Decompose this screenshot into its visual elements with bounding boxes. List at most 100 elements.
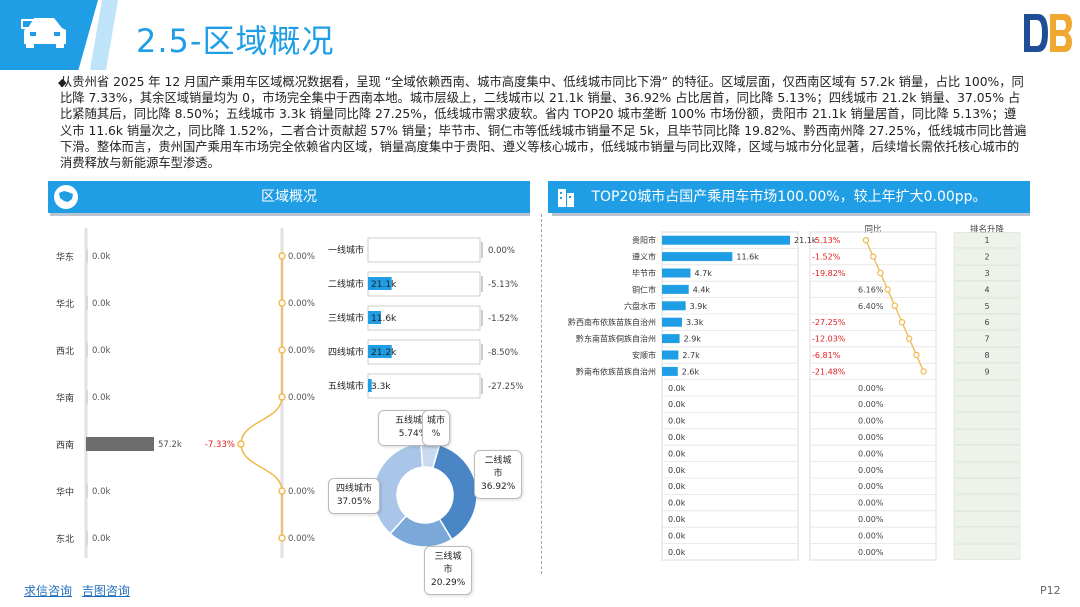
region-value-label: 0.0k xyxy=(92,393,111,403)
city-growth-label: 6.16% xyxy=(858,285,884,294)
region-growth-line-chart: 0.00% 0.00% 0.00% 0.00% -7.33% 0.00% 0.00% xyxy=(205,228,315,558)
city-growth-label: 0.00% xyxy=(858,531,884,540)
header-stripe xyxy=(90,0,118,70)
region-value-label: 0.0k xyxy=(92,299,111,309)
page-title: 2.5-区域概况 xyxy=(136,22,335,60)
city-bar xyxy=(662,252,733,262)
footer-link-1[interactable]: 求信咨询 xyxy=(24,584,73,598)
section-divider xyxy=(541,214,542,574)
rank-label: 1 xyxy=(984,236,989,245)
tier-bar xyxy=(368,379,372,392)
rank-cell xyxy=(953,281,1021,298)
region-bar xyxy=(86,296,88,310)
region-bar xyxy=(86,390,88,404)
right-section-title: TOP20城市占国产乘用车市场100.00%，较上年扩大0.00pp。 xyxy=(591,189,987,205)
tier-bar-frame xyxy=(367,373,481,399)
city-category-label: 黔东南苗族侗族自治州 xyxy=(576,334,656,344)
right-section-header: TOP20城市占国产乘用车市场100.00%，较上年扩大0.00pp。 xyxy=(548,181,1030,213)
city-value-label: 3.9k xyxy=(690,302,708,311)
rank-cell xyxy=(953,347,1021,364)
rank-change-point xyxy=(913,351,920,359)
city-value-label: 0.0k xyxy=(668,515,686,524)
region-growth-label: -7.33% xyxy=(205,440,235,450)
region-growth-label: 0.00% xyxy=(288,393,315,403)
rank-cell xyxy=(953,527,1021,544)
tier-bar xyxy=(368,277,392,290)
region-category-label: 华东 xyxy=(56,251,74,263)
rank-change-point xyxy=(877,269,884,277)
region-value-label: 0.0k xyxy=(92,487,111,497)
rank-cell xyxy=(953,314,1021,331)
rank-change-point xyxy=(862,237,870,244)
rank-change-point xyxy=(920,368,927,375)
rank-label: 2 xyxy=(984,253,989,262)
city-tier-bar-chart: 一线城市 0.00% 二线城市 21.1k -5.13% 三线城市 11.6k -1.52% 四… xyxy=(328,237,523,399)
growth-column-header: 同比 xyxy=(864,224,881,235)
rank-cell xyxy=(953,494,1021,511)
region-growth-label: 0.00% xyxy=(288,487,315,497)
city-value-label: 0.0k xyxy=(668,417,686,426)
region-growth-label: 0.00% xyxy=(288,252,315,262)
rank-cell xyxy=(953,297,1021,314)
city-category-label: 毕节市 xyxy=(632,268,656,278)
summary-text: 从贵州省 2025 年 12 月国产乘用车区域概况数据看，呈现 “全域依赖西南、… xyxy=(60,75,1027,171)
city-growth-label: -5.13% xyxy=(812,236,841,245)
city-growth-label: -12.03% xyxy=(812,335,846,344)
city-category-label: 六盘水市 xyxy=(624,301,656,311)
tier-bar xyxy=(368,311,381,324)
rank-cell xyxy=(953,330,1021,347)
rank-cell xyxy=(953,412,1021,429)
rank-cell xyxy=(953,445,1021,462)
city-growth-label: -21.48% xyxy=(812,367,846,376)
rank-cell xyxy=(953,478,1021,495)
city-value-label: 0.0k xyxy=(668,531,686,540)
brand-logo xyxy=(1024,14,1072,52)
donut-label-2nd: 二线城市 36.92% xyxy=(474,450,522,499)
city-bar xyxy=(662,235,790,245)
city-value-label: 0.0k xyxy=(668,482,686,491)
city-bar xyxy=(662,334,680,344)
region-category-label: 华中 xyxy=(56,486,74,498)
footer-link-2[interactable]: 吉图咨询 xyxy=(81,584,130,598)
region-value-label: 0.0k xyxy=(92,252,111,262)
city-value-label: 0.0k xyxy=(668,433,686,442)
bullet-icon: ◆ xyxy=(58,76,67,89)
rank-label: 6 xyxy=(984,318,989,327)
city-bar xyxy=(662,350,679,360)
city-growth-label: 0.00% xyxy=(858,482,884,491)
rank-change-point xyxy=(884,286,891,293)
city-value-label: 0.0k xyxy=(668,449,686,458)
city-value-label: 2.7k xyxy=(682,351,700,360)
city-value-label: 21.1k xyxy=(794,236,817,245)
rank-cell xyxy=(953,396,1021,413)
region-category-label: 华南 xyxy=(56,392,74,404)
rank-cell xyxy=(953,543,1021,560)
tier-growth-label: 0.00% xyxy=(488,246,515,256)
region-growth-point xyxy=(237,440,245,448)
rank-label: 7 xyxy=(984,335,989,344)
rank-cell xyxy=(953,379,1021,396)
city-bar xyxy=(662,284,689,294)
city-growth-label: 0.00% xyxy=(858,466,884,475)
city-value-label: 2.9k xyxy=(684,335,702,344)
region-growth-point xyxy=(278,252,286,260)
city-growth-label: 0.00% xyxy=(858,515,884,524)
city-value-label: 0.0k xyxy=(668,548,686,557)
region-category-label: 西北 xyxy=(56,346,74,357)
region-growth-label: 0.00% xyxy=(288,299,315,309)
rank-label: 3 xyxy=(984,269,989,278)
city-value-label: 3.3k xyxy=(686,318,704,327)
city-growth-label: 0.00% xyxy=(858,417,884,426)
city-value-label: 0.0k xyxy=(668,400,686,409)
region-bar xyxy=(86,249,88,263)
rank-cell xyxy=(953,248,1021,265)
region-growth-point xyxy=(278,393,286,401)
city-category-label: 黔南布依族苗族自治州 xyxy=(576,366,656,376)
region-growth-label: 0.00% xyxy=(288,534,315,544)
region-value-label: 57.2k xyxy=(158,440,182,450)
city-growth-label: 0.00% xyxy=(858,548,884,557)
rank-label: 8 xyxy=(984,351,989,360)
tier-category-label: 五线城市 xyxy=(328,380,364,392)
region-bar xyxy=(86,531,88,545)
region-growth-label: 0.00% xyxy=(288,346,315,356)
